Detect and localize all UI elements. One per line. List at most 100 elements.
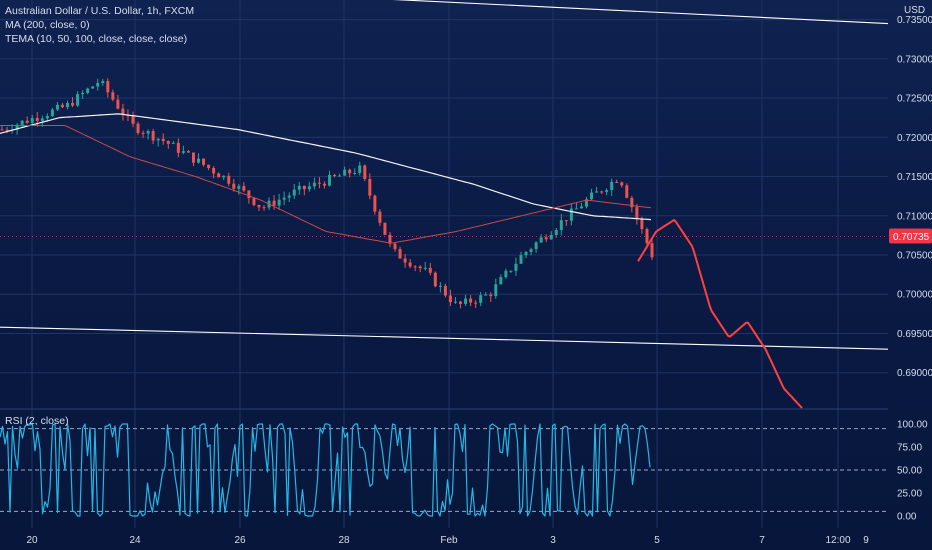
candle-body: [363, 165, 366, 179]
candle-body: [469, 299, 472, 303]
candle-body: [162, 139, 165, 141]
candle-body: [177, 143, 180, 153]
candle-body: [590, 193, 593, 200]
candle-body: [263, 207, 266, 208]
candle-body: [101, 81, 104, 83]
time-tick-label: 12:00: [825, 535, 850, 546]
candle-body: [353, 173, 356, 174]
candle-body: [26, 121, 29, 123]
trendlines[interactable]: [0, 0, 888, 349]
time-tick-label: 3: [550, 535, 556, 546]
forecast-curve[interactable]: [638, 220, 802, 408]
candle-body: [111, 92, 114, 99]
price-tick-label: 0.71000: [897, 211, 932, 222]
grid: [0, 0, 888, 528]
candle-body: [348, 170, 351, 174]
candle-body: [489, 295, 492, 297]
candle-body: [1, 129, 4, 130]
candle-body: [640, 219, 643, 229]
price-tick-label: 0.71500: [897, 172, 932, 183]
legend-ma[interactable]: MA (200, close, 0): [5, 18, 194, 32]
price-tick-label: 0.73000: [897, 54, 932, 65]
candle-body: [444, 286, 447, 296]
candle-body: [167, 141, 170, 144]
candle-body: [197, 159, 200, 163]
rsi-tick-label: 0.00: [897, 512, 917, 523]
candle-body: [202, 159, 205, 165]
candle-body: [41, 118, 44, 120]
candle-body: [368, 179, 371, 196]
candle-body: [625, 185, 628, 197]
candle-body: [232, 184, 235, 189]
candle-body: [132, 116, 135, 124]
candle-body: [373, 196, 376, 212]
candle-body: [328, 175, 331, 186]
legend-tema[interactable]: TEMA (10, 50, 100, close, close, close): [5, 32, 194, 46]
candle-body: [212, 168, 215, 173]
candle-body: [419, 267, 422, 269]
rsi-tick-label: 75.00: [897, 443, 922, 454]
price-tick-label: 0.70000: [897, 290, 932, 301]
candle-body: [560, 220, 563, 230]
candle-body: [71, 103, 74, 106]
candle-body: [147, 131, 150, 133]
candle-body: [142, 133, 145, 134]
rsi-pane: [0, 424, 888, 516]
time-tick-label: 24: [129, 535, 141, 546]
candle-body: [152, 131, 155, 140]
candle-body: [116, 100, 119, 109]
candle-body: [6, 130, 9, 131]
candle-body: [313, 183, 316, 187]
candle-body: [61, 105, 64, 107]
candle-body: [192, 153, 195, 163]
candle-body: [237, 186, 240, 189]
candle-body: [479, 295, 482, 303]
candle-body: [394, 244, 397, 249]
candle-body: [358, 165, 361, 172]
candles: [1, 78, 654, 308]
candle-body: [383, 223, 386, 235]
candle-body: [464, 299, 467, 304]
price-tick-label: 0.72000: [897, 133, 932, 144]
candle-body: [31, 118, 34, 123]
trendline[interactable]: [0, 327, 888, 349]
candle-body: [308, 186, 311, 189]
candle-body: [514, 264, 517, 271]
forecast-line[interactable]: [638, 220, 802, 408]
legend-symbol[interactable]: Australian Dollar / U.S. Dollar, 1h, FXC…: [5, 4, 194, 18]
time-tick-label: 20: [26, 535, 38, 546]
candle-body: [242, 186, 245, 190]
candle-body: [323, 184, 326, 186]
candle-body: [494, 284, 497, 296]
candle-body: [434, 273, 437, 287]
price-tick-label: 0.69000: [897, 368, 932, 379]
rsi-tick-label: 25.00: [897, 489, 922, 500]
time-tick-label: 5: [654, 535, 660, 546]
candle-body: [66, 103, 69, 107]
candle-body: [635, 207, 638, 219]
candle-body: [278, 200, 281, 206]
candle-body: [459, 302, 462, 304]
candle-body: [333, 175, 336, 176]
candle-body: [474, 303, 477, 304]
candle-body: [525, 252, 528, 255]
candle-body: [378, 212, 381, 223]
candle-body: [303, 186, 306, 189]
price-tick-label: 0.69500: [897, 329, 932, 340]
candle-body: [338, 176, 341, 177]
candle-body: [343, 170, 346, 176]
candle-body: [399, 249, 402, 258]
candle-body: [484, 295, 487, 296]
candle-body: [535, 242, 538, 249]
rsi-legend[interactable]: RSI (2, close): [5, 415, 69, 427]
candle-body: [318, 183, 321, 184]
candle-body: [207, 165, 210, 168]
chart-legend: Australian Dollar / U.S. Dollar, 1h, FXC…: [5, 4, 194, 46]
candle-body: [283, 198, 286, 200]
candle-body: [404, 259, 407, 263]
candle-body: [247, 191, 250, 199]
candle-body: [51, 110, 54, 116]
candle-body: [46, 116, 49, 118]
